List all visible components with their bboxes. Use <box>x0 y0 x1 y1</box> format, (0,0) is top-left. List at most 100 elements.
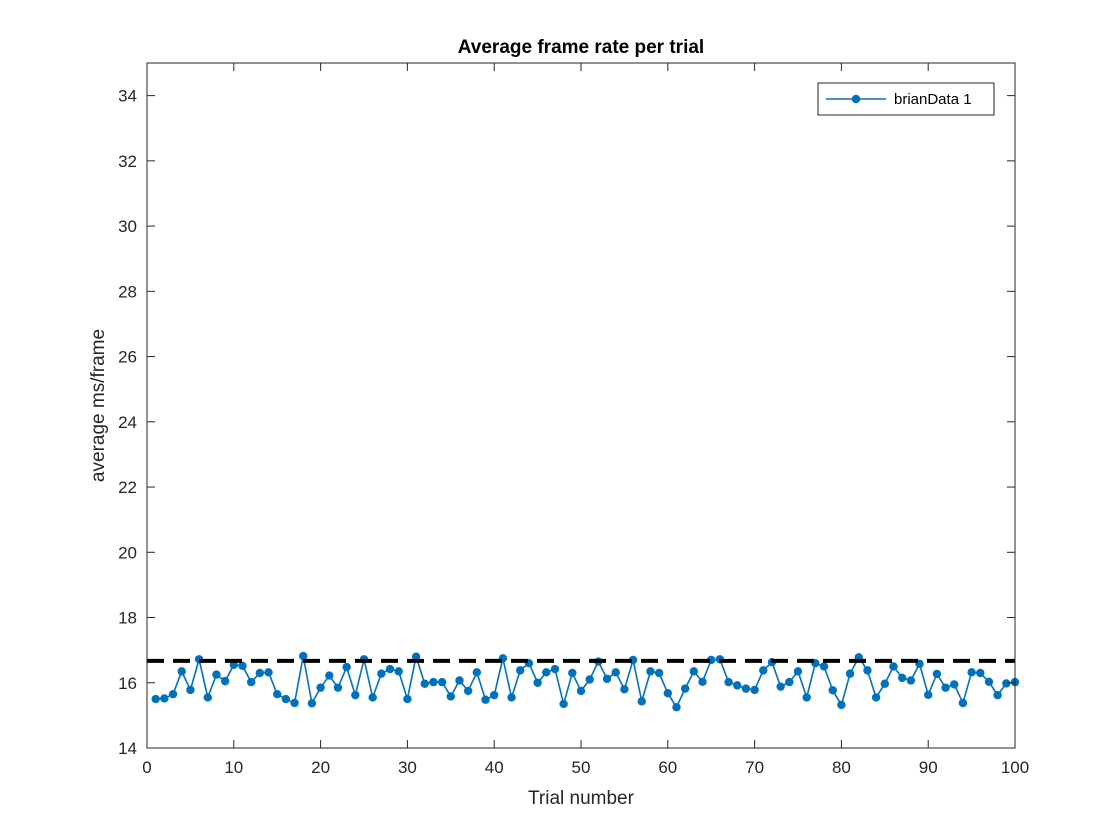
data-point <box>880 679 889 688</box>
data-point <box>845 669 855 678</box>
data-point <box>802 693 811 702</box>
data-point <box>576 686 586 696</box>
data-point <box>611 668 620 677</box>
data-point <box>463 686 473 696</box>
data-point <box>837 700 846 710</box>
data-point <box>481 695 490 704</box>
data-point <box>160 694 169 703</box>
data-point <box>637 697 646 706</box>
data-point <box>680 684 690 693</box>
data-point <box>698 677 707 686</box>
data-point <box>403 694 412 704</box>
data-point <box>646 667 655 676</box>
y-axis-label: average ms/frame <box>88 329 109 482</box>
data-point <box>542 668 551 677</box>
data-point <box>255 668 265 678</box>
y-tick-label: 18 <box>118 609 137 628</box>
data-point <box>585 675 594 684</box>
legend-entry-label: brianData 1 <box>894 91 972 108</box>
data-point <box>220 676 230 686</box>
x-tick-label: 90 <box>919 758 938 777</box>
data-point <box>316 683 325 692</box>
data-point <box>446 692 455 701</box>
data-point <box>871 693 881 702</box>
data-point <box>168 689 178 699</box>
data-point <box>281 694 291 704</box>
y-tick-label: 28 <box>118 282 137 301</box>
data-point <box>828 686 837 695</box>
data-point <box>958 698 968 708</box>
y-tick-label: 14 <box>118 739 137 758</box>
data-point <box>932 669 942 679</box>
y-tick-label: 32 <box>118 152 137 171</box>
x-ticks: 0 10 20 30 40 50 60 70 80 90 100 <box>142 63 1029 777</box>
data-point <box>950 680 959 689</box>
data-point <box>490 690 499 700</box>
data-point <box>186 685 195 695</box>
data-point <box>776 682 785 691</box>
data-point <box>377 669 386 678</box>
y-ticks: 14 16 18 20 22 24 26 28 30 32 34 <box>118 87 1015 758</box>
data-point <box>151 694 160 704</box>
data-point <box>793 667 803 676</box>
data-point <box>889 662 898 671</box>
data-point <box>516 666 525 675</box>
x-tick-label: 10 <box>224 758 243 777</box>
data-point <box>533 678 542 687</box>
data-point <box>212 670 221 679</box>
data-point <box>967 668 976 677</box>
data-point <box>342 662 351 672</box>
data-point <box>672 703 681 712</box>
y-tick-label: 26 <box>118 348 137 367</box>
data-point <box>897 673 907 683</box>
data-point <box>819 662 829 671</box>
plot-background <box>147 63 1015 748</box>
data-point <box>663 689 672 698</box>
data-point <box>550 664 560 674</box>
x-tick-label: 60 <box>658 758 677 777</box>
data-point <box>455 676 464 685</box>
data-point <box>689 667 699 676</box>
data-point <box>654 668 664 678</box>
legend-marker-swatch <box>851 94 861 104</box>
y-tick-label: 16 <box>118 674 137 693</box>
data-point <box>724 677 733 687</box>
plot-area <box>147 63 1015 748</box>
data-point <box>863 666 872 675</box>
data-point <box>976 668 985 678</box>
data-point <box>420 679 429 688</box>
data-point <box>741 684 751 693</box>
data-point <box>299 651 308 661</box>
series-line <box>155 653 1016 709</box>
data-point <box>264 668 273 677</box>
data-point <box>785 677 794 687</box>
data-point <box>759 666 768 675</box>
y-tick-label: 34 <box>118 87 137 106</box>
legend: brianData 1 <box>817 82 995 116</box>
y-tick-label: 20 <box>118 543 137 562</box>
data-point <box>385 664 395 674</box>
data-point <box>273 689 282 699</box>
data-point <box>368 693 377 702</box>
data-point <box>1002 679 1011 688</box>
data-point <box>472 668 482 677</box>
data-point <box>750 685 759 695</box>
x-tick-label: 70 <box>745 758 764 777</box>
data-point <box>333 683 343 692</box>
data-point <box>429 677 438 687</box>
data-point <box>906 676 916 685</box>
data-point <box>507 693 516 702</box>
data-point <box>325 671 334 680</box>
data-point <box>411 652 421 661</box>
x-axis-label: Trial number <box>528 788 635 809</box>
data-point <box>941 683 950 692</box>
data-point <box>203 693 212 702</box>
x-tick-label: 0 <box>142 758 151 777</box>
data-point <box>351 690 360 700</box>
data-point <box>924 690 933 700</box>
x-tick-label: 20 <box>311 758 330 777</box>
data-point <box>307 699 317 708</box>
x-tick-label: 100 <box>1001 758 1029 777</box>
data-point <box>602 674 612 684</box>
